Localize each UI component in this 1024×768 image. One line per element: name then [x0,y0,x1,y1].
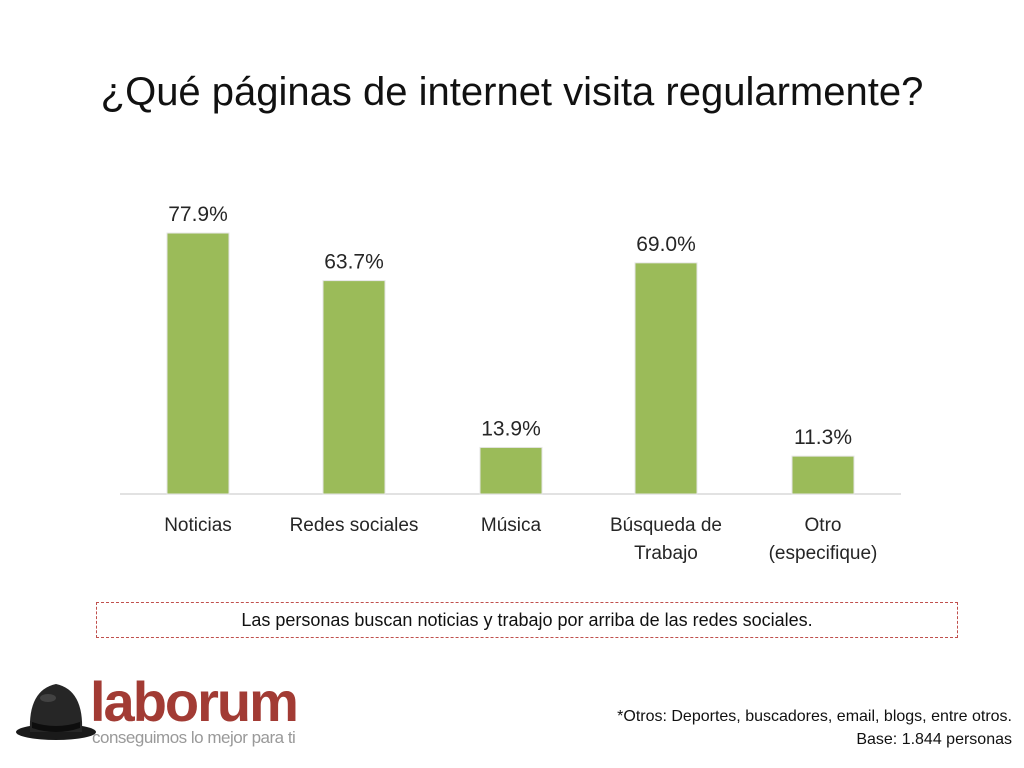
bar-1 [322,280,386,495]
category-label-0-line-0: Noticias [164,515,232,536]
value-label-1: 63.7% [324,251,384,274]
value-label-2: 13.9% [481,417,541,440]
category-label-4-line-1: (especifique) [769,543,878,564]
callout-text: Las personas buscan noticias y trabajo p… [241,609,813,630]
bowler-hat-icon [16,684,96,740]
category-label-3-line-1: Trabajo [634,543,698,564]
value-label-0: 77.9% [168,203,228,226]
slide-title: ¿Qué páginas de internet visita regularm… [100,70,924,114]
footnote: *Otros: Deportes, buscadores, email, blo… [617,705,1012,751]
footnote-line-others: *Otros: Deportes, buscadores, email, blo… [617,708,1012,725]
brand-logo [14,670,314,755]
brand-name: laborum [90,670,299,733]
category-label-3-line-0: Búsqueda de [610,515,722,536]
category-label-4-line-0: Otro [805,515,842,536]
bar-0 [166,232,230,495]
category-label-2-line-0: Música [481,515,542,536]
value-label-4: 11.3% [794,426,852,449]
bars-group: 77.9% Noticias 63.7% Redes sociales 13.9% Mús… [164,203,877,564]
value-label-3: 69.0% [636,233,696,256]
category-label-1-line-0: Redes sociales [290,515,419,536]
bar-4 [791,455,855,495]
footnote-line-base: Base: 1.844 personas [856,731,1012,748]
brand-slogan: conseguimos lo mejor para ti [92,728,296,747]
callout-box: Las personas buscan noticias y trabajo p… [96,602,958,638]
bar-3 [634,262,698,495]
bar-2 [479,446,543,495]
bar-chart: 77.9% Noticias 63.7% Redes sociales 13.9% Mús… [120,203,901,564]
